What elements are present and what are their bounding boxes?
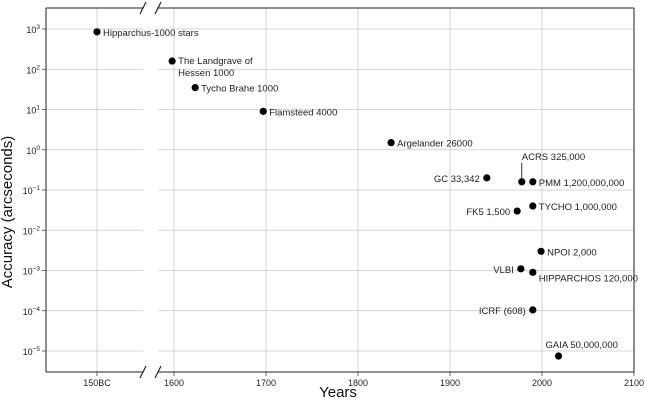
point-label: PMM 1,200,000,000 [539, 178, 625, 189]
data-point [169, 57, 176, 64]
data-point [529, 269, 536, 276]
data-point [192, 84, 199, 91]
point-label: FK5 1,500 [466, 207, 510, 218]
x-tick-label: 2100 [624, 378, 644, 388]
point-label: GAIA 50,000,000 [546, 340, 618, 351]
point-label: ACRS 325,000 [522, 152, 585, 163]
data-point [537, 248, 544, 255]
y-tick-label: 100 [26, 145, 40, 156]
x-tick-label: 1600 [164, 378, 184, 388]
grid [46, 8, 634, 372]
data-point [388, 139, 395, 146]
data-point [483, 174, 490, 181]
data-point [529, 202, 536, 209]
point-label: NPOI 2,000 [547, 247, 597, 258]
y-tick-label: 103 [26, 24, 40, 35]
point-labels: Hipparchus-1000 stars The Landgrave ofHes… [103, 28, 638, 351]
y-tick-label: 10−4 [23, 306, 41, 317]
data-point [260, 108, 267, 115]
data-point [517, 265, 524, 272]
y-tick-label: 10−5 [23, 346, 41, 357]
x-tick-label: 2000 [532, 378, 552, 388]
y-tick-label: 10−1 [23, 185, 41, 196]
point-label: Tycho Brahe 1000 [201, 84, 278, 95]
data-point [555, 352, 562, 359]
x-tick-label: 1900 [440, 378, 460, 388]
point-label: Flamsteed 4000 [269, 107, 337, 118]
data-point [529, 306, 536, 313]
point-label: Argelander 26000 [397, 139, 473, 150]
y-tick-label: 10−2 [23, 225, 41, 236]
x-tick-label: 150BC [83, 378, 111, 388]
data-point [514, 207, 521, 214]
x-tick-label: 1700 [256, 378, 276, 388]
point-label: VLBI [493, 265, 514, 276]
x-axis-title: Years [319, 384, 357, 401]
data-point [93, 28, 100, 35]
point-label: ICRF (608) [479, 306, 526, 317]
point-label: GC 33,342 [434, 174, 480, 185]
data-point [529, 178, 536, 185]
point-label: Hipparchus-1000 stars [103, 28, 199, 39]
y-tick-label: 10−3 [23, 266, 41, 277]
y-tick-label: 101 [26, 105, 40, 116]
data-point [518, 178, 525, 185]
point-label: The Landgrave of [178, 56, 253, 67]
y-axis-title: Accuracy (arcseconds) [0, 136, 16, 289]
y-tick-label: 102 [26, 64, 40, 75]
point-label-line2: Hessen 1000 [178, 68, 234, 79]
point-label: HIPPARCHOS 120,000 [539, 273, 638, 284]
point-label: TYCHO 1,000,000 [539, 202, 617, 213]
